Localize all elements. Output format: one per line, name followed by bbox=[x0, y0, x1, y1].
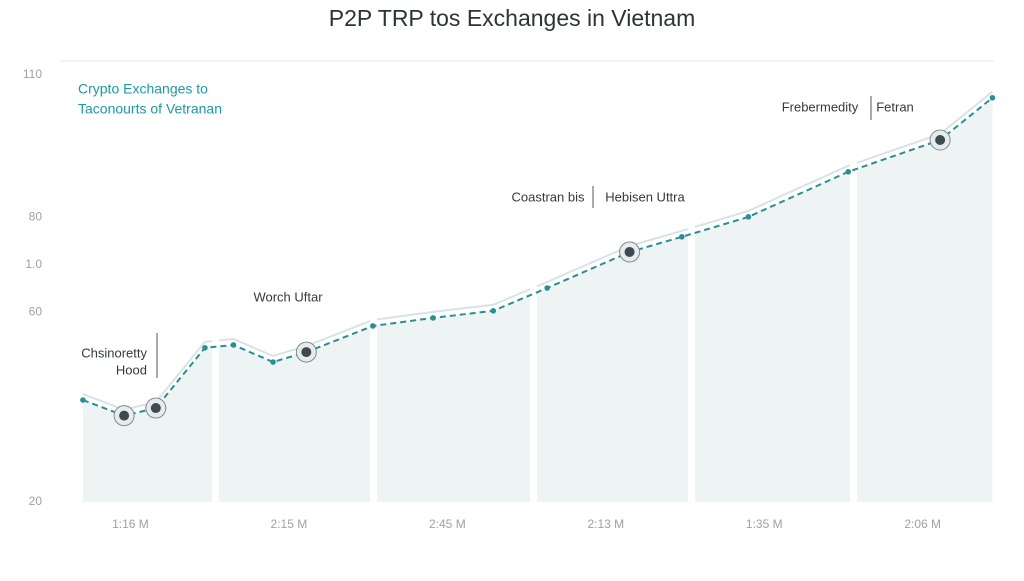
y-tick-label: 80 bbox=[29, 210, 43, 224]
x-tick-label: 1:35 M bbox=[746, 517, 783, 531]
y-tick-label: 110 bbox=[23, 67, 42, 81]
x-tick-label: 1:16 M bbox=[112, 517, 149, 531]
area bbox=[82, 97, 993, 503]
annotation: Fetran bbox=[876, 99, 914, 114]
x-tick-label: 2:06 M bbox=[904, 517, 941, 531]
point bbox=[430, 315, 436, 321]
point bbox=[80, 397, 86, 403]
separator bbox=[212, 100, 219, 510]
separator bbox=[370, 100, 377, 510]
point bbox=[624, 246, 635, 257]
chart-title: P2P TRP tos Exchanges in Vietnam bbox=[329, 5, 696, 31]
point bbox=[989, 94, 996, 101]
annotation: Worch Uftar bbox=[253, 289, 323, 304]
point bbox=[370, 323, 376, 329]
point bbox=[544, 285, 550, 291]
separator bbox=[530, 100, 537, 510]
point bbox=[845, 168, 852, 175]
y-tick-label: 1.0 bbox=[25, 257, 42, 271]
annotation: Taconourts of Vetranan bbox=[78, 101, 222, 117]
annotation: Coastran bis bbox=[512, 189, 585, 204]
y-tick-label: 20 bbox=[29, 494, 43, 508]
point bbox=[679, 233, 685, 240]
annotation: Hebisen Uttra bbox=[605, 189, 685, 204]
annotation: Chsinoretty bbox=[81, 345, 147, 360]
point bbox=[270, 359, 276, 365]
point bbox=[230, 342, 237, 348]
point bbox=[935, 134, 946, 145]
point bbox=[301, 347, 312, 358]
annotation: Hood bbox=[116, 362, 147, 377]
x-tick-label: 2:45 M bbox=[429, 517, 466, 531]
point bbox=[150, 403, 161, 414]
x-tick-label: 2:15 M bbox=[271, 517, 308, 531]
point bbox=[490, 307, 497, 314]
point bbox=[119, 410, 130, 421]
area-upper-band bbox=[82, 91, 994, 411]
y-tick-label: 60 bbox=[29, 304, 43, 318]
separator bbox=[688, 100, 695, 510]
point bbox=[745, 214, 752, 220]
point bbox=[202, 345, 208, 351]
separator bbox=[850, 100, 857, 510]
annotation: Crypto Exchanges to bbox=[78, 81, 208, 97]
x-tick-label: 2:13 M bbox=[587, 517, 624, 531]
annotation: Frebermedity bbox=[782, 99, 859, 114]
